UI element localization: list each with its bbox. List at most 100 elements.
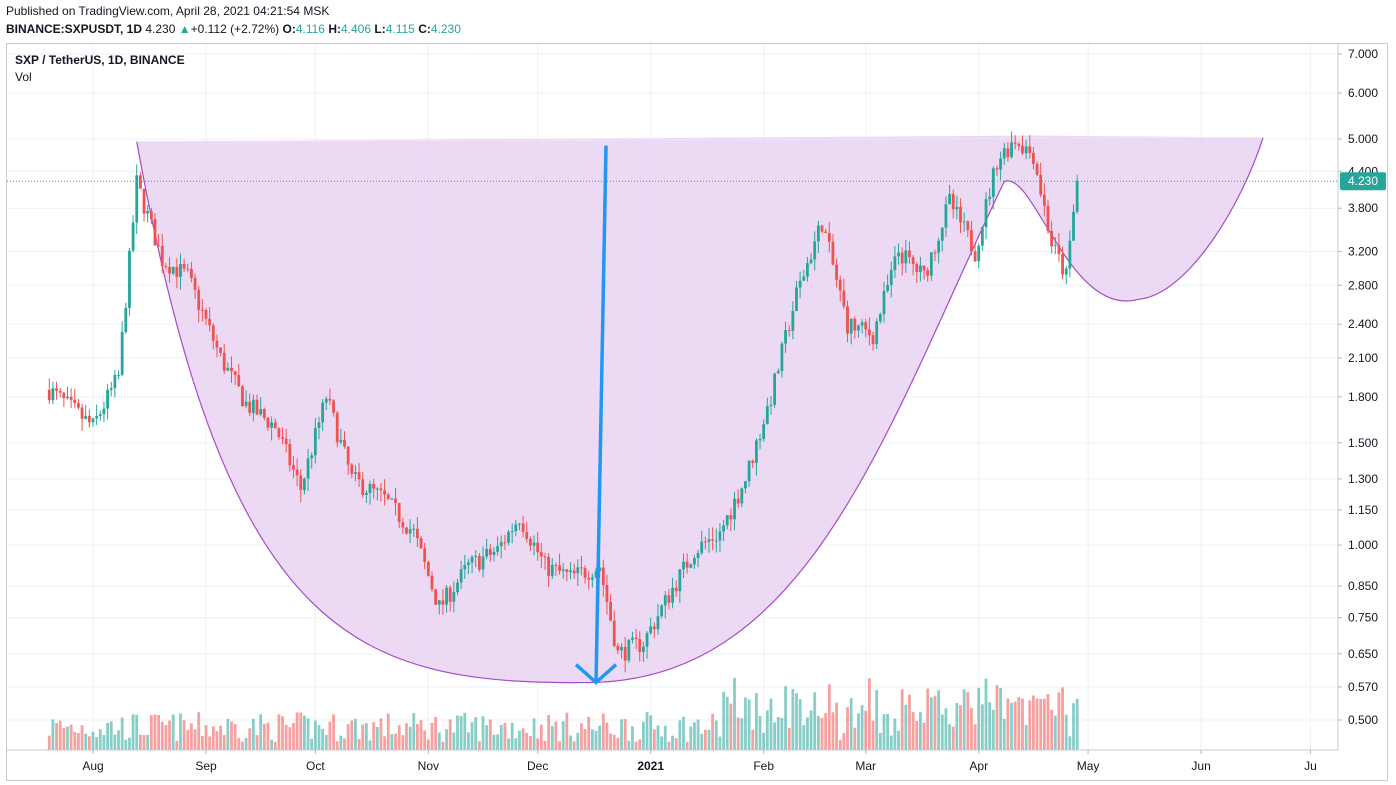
volume-bar [157,714,161,750]
volume-bar [966,692,970,750]
change-text: +0.112 (+2.72%) [190,22,280,36]
volume-bar [95,737,99,750]
candle-body [521,523,525,532]
volume-bar [565,712,569,750]
volume-bar [109,721,113,750]
volume-bar [164,725,168,750]
time-tick-label: May [1077,759,1100,773]
volume-bar [718,736,722,750]
volume-bar [959,705,962,750]
volume-bar [897,730,900,750]
candle-body [572,570,576,574]
candle-body [1053,245,1057,247]
candle-body [215,340,219,348]
volume-bar [445,729,448,750]
candle-body [131,222,135,251]
volume-bar [853,727,857,750]
volume-bar [98,729,102,750]
price-tick-label: 2.800 [1348,278,1378,292]
candle-body [550,564,554,576]
candle-body [802,276,806,281]
candle-body [146,211,150,214]
volume-bar [368,740,372,750]
volume-bar [652,729,656,750]
volume-bar [1057,692,1061,750]
volume-bar [87,736,91,750]
candle-body [634,637,638,639]
time-tick-label: Nov [418,759,439,773]
candle-body [211,325,215,341]
candle-body [740,488,744,504]
candle-body [437,600,441,605]
volume-bar [765,710,769,750]
volume-bar [970,707,973,750]
close-value: 4.230 [430,22,461,36]
volume-bar [649,715,653,750]
volume-bar [962,689,966,750]
candle-body [251,399,255,413]
candle-body [514,524,518,532]
candle-body [824,231,828,233]
candle-body [685,561,689,568]
volume-bar [91,731,95,750]
volume-bar [722,691,725,750]
price-tick-label: 1.800 [1348,390,1378,404]
candle-body [459,569,463,583]
candle-body [179,264,182,277]
volume-bar [776,716,780,750]
chart-frame[interactable] [6,43,1388,781]
volume-bar [1032,695,1035,750]
volume-bar [1010,702,1013,750]
volume-bar [977,687,981,750]
last-price-text: 4.230 [145,22,176,36]
candle-body [244,401,248,406]
volume-bar [219,725,222,750]
candle-body [62,392,66,399]
volume-bar [434,716,438,750]
volume-bar [663,725,667,750]
volume-bar [226,718,230,750]
candle-body [164,265,168,267]
candle-body [153,219,157,246]
volume-bar [685,741,689,750]
candle-body [77,403,80,408]
candle-body [835,264,838,280]
volume-bar [324,735,328,750]
volume-bar [631,726,634,750]
candle-body [904,250,908,264]
candle-body [51,388,55,401]
candle-body [470,556,474,563]
time-tick-label: Aug [82,759,103,773]
candle-body [605,585,609,602]
volume-bar [1068,736,1072,750]
candle-body [401,522,405,528]
up-triangle-icon: ▲ [178,22,191,36]
volume-bar [295,712,299,750]
volume-bar [69,724,73,750]
volume-bar [572,741,576,750]
candle-body [827,232,831,242]
volume-bar [339,735,343,750]
candle-body [951,193,955,210]
volume-bar [292,723,295,750]
volume-bar [270,739,274,750]
volume-bar [758,716,762,750]
candle-body [536,542,540,553]
candle-body [1050,231,1054,247]
candle-body [623,646,627,661]
volume-bar [725,696,729,750]
candle-body [532,542,536,546]
chart-legend-volume: Vol [15,70,32,84]
candle-body [339,439,343,443]
candle-body [871,335,875,345]
volume-bar [390,734,394,750]
candle-body [645,633,649,647]
volume-bar [135,714,139,750]
time-tick-label: Ju [1304,759,1317,773]
cup-fill-area [136,135,1264,683]
candle-body [488,548,492,555]
price-tick-label: 0.650 [1348,647,1378,661]
candle-body [736,498,740,504]
candle-body [1068,240,1072,269]
